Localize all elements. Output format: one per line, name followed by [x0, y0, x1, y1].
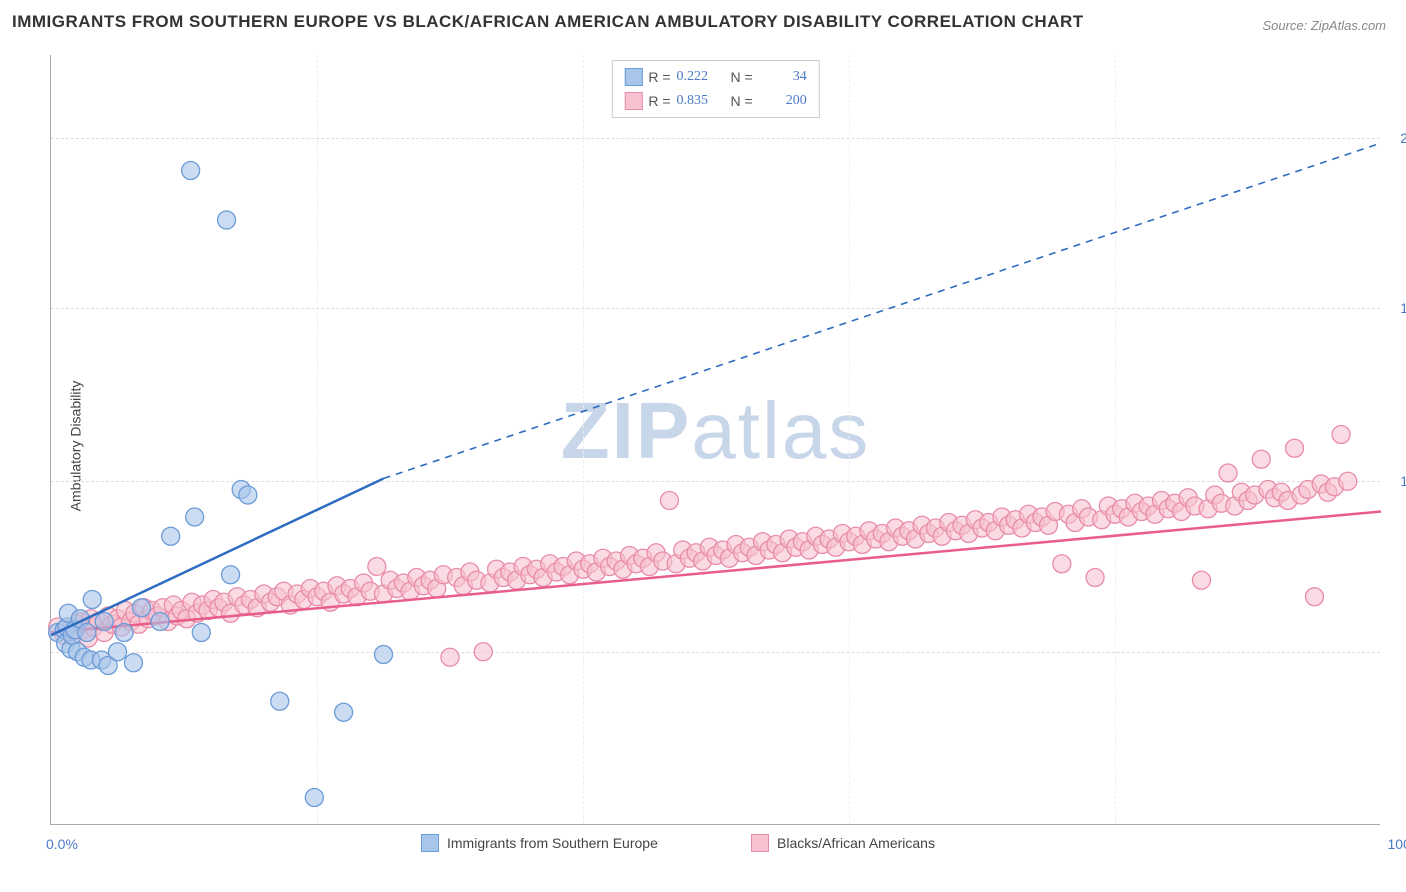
- correlation-legend: R = 0.222 N = 34 R = 0.835 N = 200: [611, 60, 819, 118]
- regression-line-extrapolated: [384, 143, 1382, 479]
- legend-r-label-pink: R =: [648, 89, 670, 113]
- y-tick-label: 18.8%: [1400, 300, 1406, 316]
- scatter-point: [78, 624, 96, 642]
- scatter-point: [115, 624, 133, 642]
- scatter-point: [1192, 571, 1210, 589]
- scatter-point: [192, 624, 210, 642]
- scatter-point: [271, 692, 289, 710]
- x-legend-label-blue: Immigrants from Southern Europe: [447, 835, 658, 851]
- scatter-point: [151, 613, 169, 631]
- legend-r-value-pink: 0.835: [677, 89, 725, 113]
- scatter-point: [441, 648, 459, 666]
- scatter-point: [95, 613, 113, 631]
- scatter-point: [218, 211, 236, 229]
- scatter-point: [1339, 472, 1357, 490]
- legend-r-label-blue: R =: [648, 65, 670, 89]
- scatter-point: [239, 486, 257, 504]
- y-tick-label: 25.0%: [1400, 130, 1406, 146]
- x-tick-left: 0.0%: [46, 836, 78, 852]
- legend-n-label-blue: N =: [731, 65, 753, 89]
- x-legend-label-pink: Blacks/African Americans: [777, 835, 935, 851]
- scatter-point: [1306, 588, 1324, 606]
- scatter-point: [305, 789, 323, 807]
- x-legend-blue: Immigrants from Southern Europe: [421, 834, 658, 852]
- scatter-point: [335, 703, 353, 721]
- legend-row-blue: R = 0.222 N = 34: [624, 65, 806, 89]
- scatter-point: [1252, 450, 1270, 468]
- scatter-point: [222, 566, 240, 584]
- legend-row-pink: R = 0.835 N = 200: [624, 89, 806, 113]
- scatter-point: [375, 646, 393, 664]
- scatter-point: [1332, 426, 1350, 444]
- legend-n-value-pink: 200: [759, 89, 807, 113]
- scatter-point: [83, 591, 101, 609]
- scatter-point: [109, 643, 127, 661]
- scatter-point: [162, 527, 180, 545]
- scatter-point: [1286, 439, 1304, 457]
- scatter-point: [182, 162, 200, 180]
- y-tick-label: 12.5%: [1400, 473, 1406, 489]
- chart-svg: [51, 55, 1380, 824]
- legend-swatch-blue: [624, 68, 642, 86]
- scatter-point: [368, 558, 386, 576]
- x-legend-pink: Blacks/African Americans: [751, 834, 935, 852]
- x-legend-swatch-blue: [421, 834, 439, 852]
- legend-n-label-pink: N =: [731, 89, 753, 113]
- scatter-point: [124, 654, 142, 672]
- chart-container: IMMIGRANTS FROM SOUTHERN EUROPE VS BLACK…: [0, 0, 1406, 892]
- scatter-point: [1086, 569, 1104, 587]
- scatter-point: [132, 599, 150, 617]
- scatter-point: [474, 643, 492, 661]
- regression-line: [51, 512, 1381, 633]
- chart-title: IMMIGRANTS FROM SOUTHERN EUROPE VS BLACK…: [12, 12, 1084, 32]
- scatter-point: [660, 492, 678, 510]
- plot-area: ZIPatlas 6.3%12.5%18.8%25.0% R = 0.222 N…: [50, 55, 1380, 825]
- source-attribution: Source: ZipAtlas.com: [1262, 18, 1386, 33]
- legend-r-value-blue: 0.222: [677, 65, 725, 89]
- scatter-point: [1219, 464, 1237, 482]
- scatter-point: [1053, 555, 1071, 573]
- x-tick-right: 100.0%: [1388, 836, 1406, 852]
- x-legend-swatch-pink: [751, 834, 769, 852]
- legend-swatch-pink: [624, 92, 642, 110]
- scatter-point: [186, 508, 204, 526]
- legend-n-value-blue: 34: [759, 65, 807, 89]
